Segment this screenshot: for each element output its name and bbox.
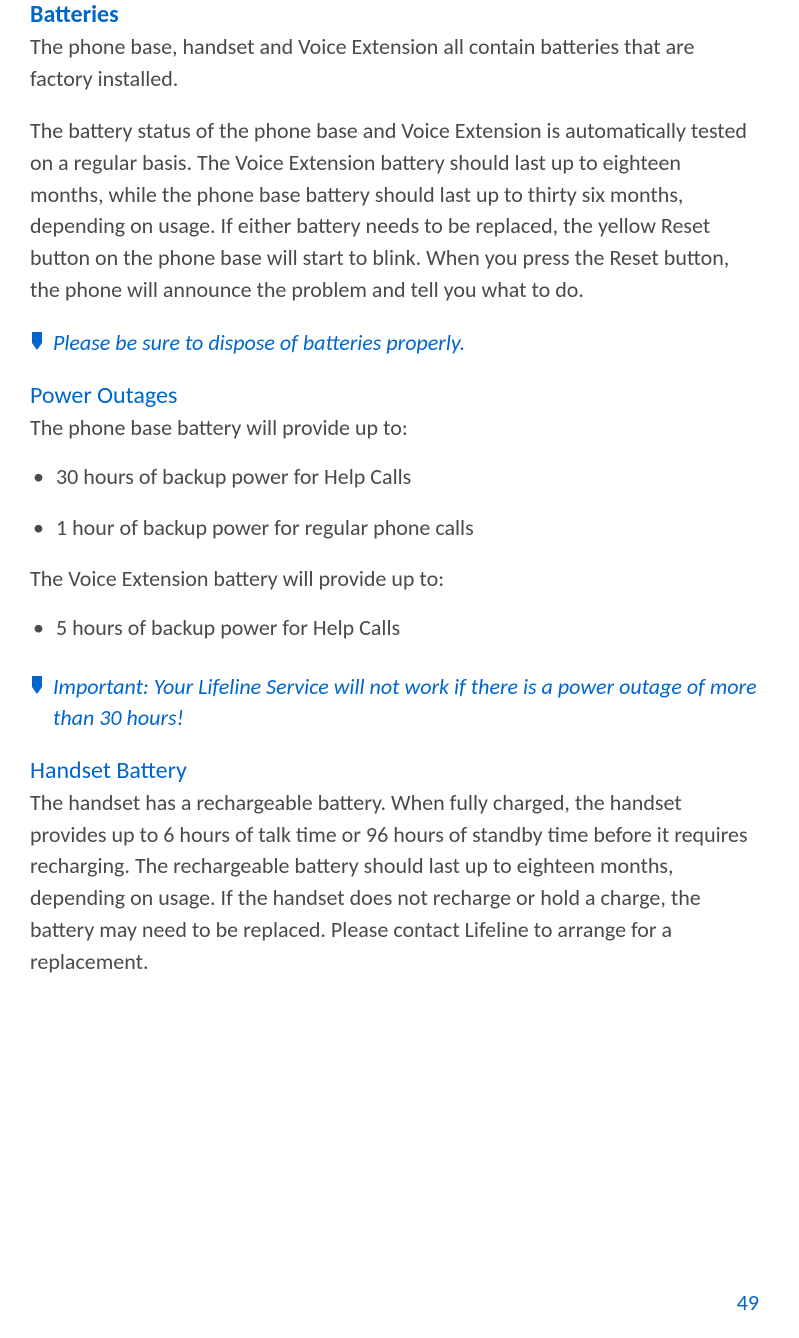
power-outages-heading: Power Outages [30, 381, 759, 410]
batteries-section: Batteries The phone base, handset and Vo… [30, 0, 759, 306]
tag-icon [30, 331, 44, 358]
batteries-para1: The phone base, handset and Voice Extens… [30, 31, 759, 95]
handset-para: The handset has a rechargeable battery. … [30, 787, 759, 978]
power-outages-intro: The phone base battery will provide up t… [30, 412, 759, 444]
dispose-note-row: Please be sure to dispose of batteries p… [30, 328, 759, 359]
power-outages-intro2: The Voice Extension battery will provide… [30, 563, 759, 595]
power-outages-list1: 30 hours of backup power for Help Calls … [30, 462, 759, 544]
batteries-para2: The battery status of the phone base and… [30, 115, 759, 306]
important-note-row: Important: Your Lifeline Service will no… [30, 672, 759, 734]
tag-icon [30, 675, 44, 702]
power-outages-list2: 5 hours of backup power for Help Calls [30, 613, 759, 644]
list-item: 1 hour of backup power for regular phone… [30, 513, 759, 544]
important-note-text: Important: Your Lifeline Service will no… [53, 672, 759, 734]
handset-heading: Handset Battery [30, 756, 759, 785]
power-outages-section: Power Outages The phone base battery wil… [30, 381, 759, 644]
page-number: 49 [737, 1289, 759, 1316]
list-item: 30 hours of backup power for Help Calls [30, 462, 759, 493]
handset-section: Handset Battery The handset has a rechar… [30, 756, 759, 978]
list-item: 5 hours of backup power for Help Calls [30, 613, 759, 644]
dispose-note-text: Please be sure to dispose of batteries p… [53, 328, 465, 359]
batteries-heading: Batteries [30, 0, 759, 29]
